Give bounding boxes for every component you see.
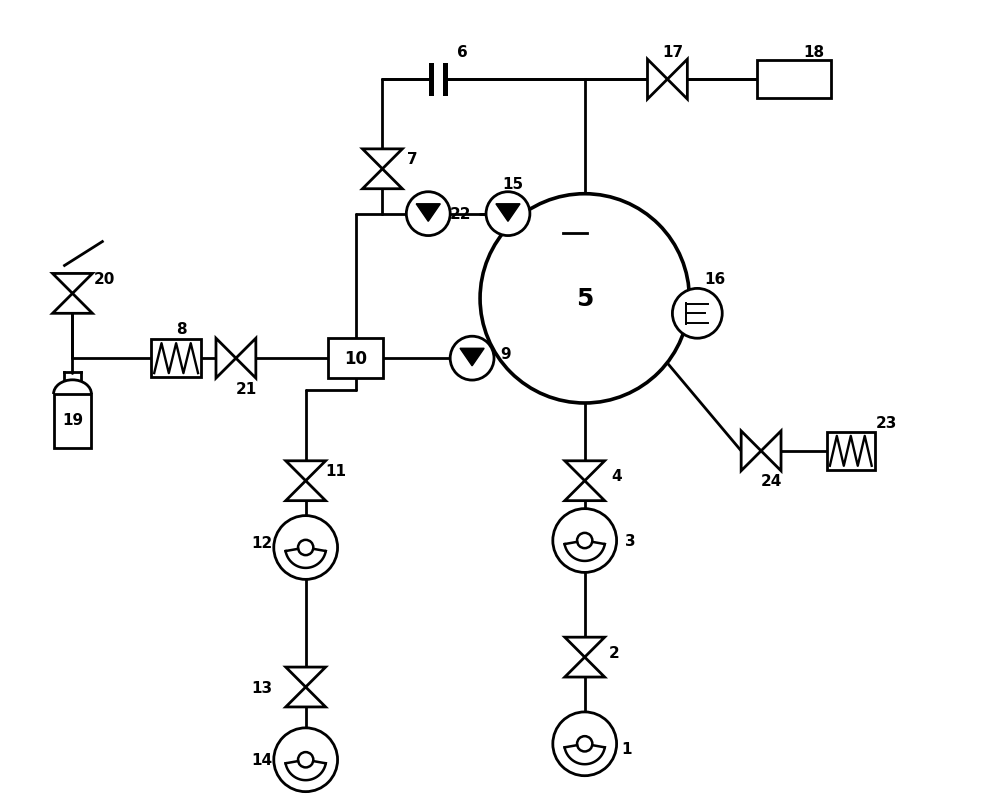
Polygon shape bbox=[565, 481, 605, 501]
Text: 4: 4 bbox=[611, 469, 622, 483]
Bar bbox=[328, 339, 383, 378]
Text: 9: 9 bbox=[501, 346, 511, 361]
Bar bbox=[757, 61, 831, 99]
Polygon shape bbox=[460, 349, 484, 366]
Polygon shape bbox=[741, 431, 761, 471]
Text: 21: 21 bbox=[235, 381, 257, 396]
Text: 15: 15 bbox=[502, 177, 524, 192]
Text: 2: 2 bbox=[609, 645, 620, 660]
Polygon shape bbox=[286, 667, 326, 687]
Bar bbox=[827, 432, 875, 471]
Text: 7: 7 bbox=[407, 152, 418, 167]
Text: 18: 18 bbox=[803, 45, 824, 59]
Polygon shape bbox=[761, 431, 781, 471]
Circle shape bbox=[553, 712, 617, 776]
Text: 23: 23 bbox=[876, 416, 897, 431]
Text: 8: 8 bbox=[176, 321, 186, 336]
Text: 19: 19 bbox=[62, 413, 83, 427]
Text: 11: 11 bbox=[325, 463, 346, 479]
Text: 1: 1 bbox=[621, 741, 632, 756]
Text: 24: 24 bbox=[760, 474, 782, 488]
Text: 3: 3 bbox=[625, 533, 636, 548]
Polygon shape bbox=[362, 149, 402, 169]
Bar bbox=[151, 340, 201, 377]
Text: 22: 22 bbox=[449, 207, 471, 222]
Polygon shape bbox=[416, 205, 440, 222]
Circle shape bbox=[672, 289, 722, 339]
Polygon shape bbox=[286, 481, 326, 501]
Polygon shape bbox=[496, 205, 520, 222]
Circle shape bbox=[274, 516, 338, 580]
Circle shape bbox=[406, 193, 450, 236]
Polygon shape bbox=[565, 461, 605, 481]
Bar bbox=[54, 394, 91, 448]
Text: 6: 6 bbox=[457, 45, 468, 59]
Polygon shape bbox=[286, 461, 326, 481]
Polygon shape bbox=[565, 658, 605, 677]
Polygon shape bbox=[286, 687, 326, 707]
Polygon shape bbox=[362, 169, 402, 190]
Text: 12: 12 bbox=[251, 536, 272, 550]
Polygon shape bbox=[236, 339, 256, 378]
Text: 5: 5 bbox=[576, 287, 593, 311]
Text: 14: 14 bbox=[251, 752, 272, 768]
Circle shape bbox=[480, 194, 689, 403]
Text: 17: 17 bbox=[662, 45, 683, 59]
Circle shape bbox=[450, 336, 494, 381]
Text: 16: 16 bbox=[705, 271, 726, 287]
Polygon shape bbox=[565, 638, 605, 658]
Polygon shape bbox=[667, 60, 687, 100]
Polygon shape bbox=[53, 294, 92, 314]
Polygon shape bbox=[53, 274, 92, 294]
Bar bbox=[431, 66, 445, 94]
Text: 10: 10 bbox=[344, 350, 367, 368]
Text: 20: 20 bbox=[94, 271, 115, 287]
Circle shape bbox=[274, 728, 338, 792]
Polygon shape bbox=[216, 339, 236, 378]
Circle shape bbox=[553, 509, 617, 573]
Circle shape bbox=[486, 193, 530, 236]
Text: 13: 13 bbox=[251, 679, 272, 695]
Polygon shape bbox=[647, 60, 667, 100]
